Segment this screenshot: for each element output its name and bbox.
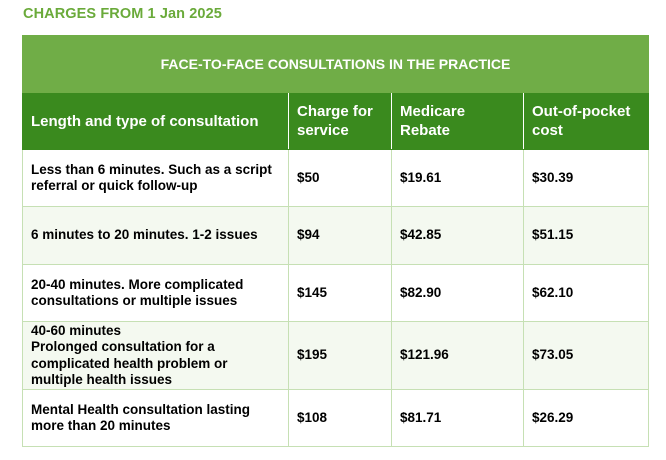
row-out-of-pocket: $26.29 bbox=[523, 389, 649, 447]
row-out-of-pocket: $30.39 bbox=[523, 149, 649, 207]
table-header-row: Length and type of consultation Charge f… bbox=[22, 92, 649, 150]
row-rebate: $121.96 bbox=[391, 321, 524, 390]
column-header-out-of-pocket: Out-of-pocket cost bbox=[523, 92, 649, 150]
row-description: Mental Health consultation lasting more … bbox=[22, 389, 289, 447]
fees-table: FACE-TO-FACE CONSULTATIONS IN THE PRACTI… bbox=[22, 35, 649, 447]
row-rebate: $19.61 bbox=[391, 149, 524, 207]
table-row: 40-60 minutes Prolonged consultation for… bbox=[22, 321, 649, 390]
table-caption-row: FACE-TO-FACE CONSULTATIONS IN THE PRACTI… bbox=[22, 35, 649, 93]
row-description: 20-40 minutes. More complicated consulta… bbox=[22, 264, 289, 322]
row-out-of-pocket: $73.05 bbox=[523, 321, 649, 390]
table-caption: FACE-TO-FACE CONSULTATIONS IN THE PRACTI… bbox=[22, 35, 649, 93]
row-description: 40-60 minutes Prolonged consultation for… bbox=[22, 321, 289, 390]
row-charge: $94 bbox=[288, 206, 392, 265]
column-header-rebate: Medicare Rebate bbox=[391, 92, 524, 150]
row-out-of-pocket: $62.10 bbox=[523, 264, 649, 322]
table-row: 6 minutes to 20 minutes. 1-2 issues $94 … bbox=[22, 206, 649, 265]
table-row: 20-40 minutes. More complicated consulta… bbox=[22, 264, 649, 322]
row-description: Less than 6 minutes. Such as a script re… bbox=[22, 149, 289, 207]
row-out-of-pocket: $51.15 bbox=[523, 206, 649, 265]
row-rebate: $82.90 bbox=[391, 264, 524, 322]
column-header-charge: Charge for service bbox=[288, 92, 392, 150]
row-rebate: $42.85 bbox=[391, 206, 524, 265]
row-rebate: $81.71 bbox=[391, 389, 524, 447]
column-header-length-type: Length and type of consultation bbox=[22, 92, 289, 150]
row-charge: $108 bbox=[288, 389, 392, 447]
page-heading: CHARGES FROM 1 Jan 2025 bbox=[23, 6, 222, 22]
row-charge: $195 bbox=[288, 321, 392, 390]
table-row: Mental Health consultation lasting more … bbox=[22, 389, 649, 447]
table-row: Less than 6 minutes. Such as a script re… bbox=[22, 149, 649, 207]
row-description: 6 minutes to 20 minutes. 1-2 issues bbox=[22, 206, 289, 265]
row-charge: $50 bbox=[288, 149, 392, 207]
row-charge: $145 bbox=[288, 264, 392, 322]
